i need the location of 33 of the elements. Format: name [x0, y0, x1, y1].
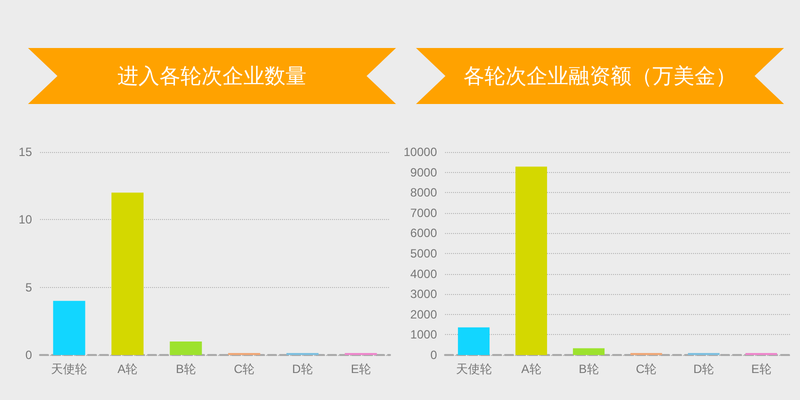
x-tick-label: C轮: [234, 362, 255, 376]
y-tick-label: 6000: [410, 226, 438, 240]
y-tick-label: 15: [18, 145, 32, 159]
y-tick-label: 3000: [410, 287, 438, 302]
bar: [458, 327, 490, 355]
y-tick-label: 10: [18, 212, 32, 227]
x-tick-label: D轮: [693, 362, 714, 376]
x-tick-label: 天使轮: [456, 362, 492, 376]
x-tick-label: A轮: [117, 362, 138, 376]
y-tick-label: 4000: [410, 266, 438, 281]
bar: [53, 300, 86, 355]
y-tick-label: 5000: [410, 246, 438, 260]
bar: [572, 348, 605, 355]
x-tick-label: 天使轮: [51, 362, 88, 376]
x-tick-label: C轮: [636, 362, 657, 376]
y-tick-label: 10000: [404, 145, 438, 159]
y-tick-label: 9000: [410, 165, 438, 180]
y-tick-label: 1000: [410, 328, 438, 342]
x-tick-label: E轮: [350, 362, 371, 376]
bar: [111, 192, 144, 355]
y-tick-label: 0: [430, 348, 438, 362]
bar: [170, 341, 202, 355]
x-tick-label: D轮: [292, 362, 313, 376]
x-tick-label: E轮: [751, 362, 772, 376]
x-tick-label: B轮: [578, 362, 599, 376]
y-tick-label: 0: [25, 348, 32, 362]
y-tick-label: 7000: [410, 206, 438, 220]
y-tick-label: 5: [25, 280, 32, 294]
x-tick-label: A轮: [521, 362, 542, 376]
y-tick-label: 2000: [410, 307, 438, 322]
y-tick-label: 8000: [410, 186, 438, 200]
x-tick-label: B轮: [176, 362, 196, 376]
bar: [515, 166, 548, 355]
